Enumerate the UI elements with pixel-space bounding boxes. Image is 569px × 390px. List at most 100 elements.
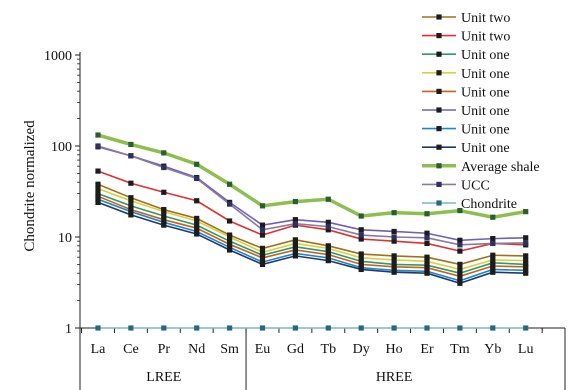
legend-label: Unit two [461, 30, 510, 45]
data-point [95, 168, 101, 174]
legend-item: Average shale [422, 160, 540, 175]
data-point [358, 236, 364, 242]
x-tick-label: Tm [450, 342, 470, 357]
data-point [490, 236, 496, 242]
data-point [424, 270, 430, 276]
data-point [227, 238, 233, 244]
data-point [490, 257, 496, 263]
series-9 [95, 143, 529, 248]
data-point [95, 196, 101, 202]
data-point [325, 219, 331, 225]
data-point [523, 325, 529, 331]
x-tick-label: Er [420, 342, 434, 357]
data-point [325, 255, 331, 261]
data-point [128, 195, 134, 201]
data-point [490, 325, 496, 331]
legend-label: Chondrite [461, 197, 517, 212]
x-tick-label: Tb [321, 342, 337, 357]
data-point [424, 235, 430, 241]
legend-label: Unit one [461, 85, 510, 100]
data-point [194, 222, 200, 228]
legend-swatch-marker [436, 107, 442, 113]
data-point [424, 230, 430, 236]
data-point [424, 254, 430, 260]
data-point [523, 270, 529, 276]
data-point [227, 241, 233, 247]
data-point [161, 325, 167, 331]
data-point [523, 240, 529, 246]
legend-label: UCC [461, 178, 490, 193]
data-point [391, 264, 397, 270]
legend-item: Unit one [422, 85, 510, 100]
data-point [358, 232, 364, 238]
data-point [259, 249, 266, 255]
data-point [457, 208, 463, 214]
legend-swatch-marker [436, 88, 442, 94]
x-tick-label: Eu [255, 342, 271, 357]
data-point [457, 270, 463, 276]
x-tick-label: Gd [287, 342, 304, 357]
data-point [391, 257, 397, 263]
legend-label: Unit one [461, 141, 510, 156]
data-point [259, 222, 266, 228]
y-axis: 1 10 100 1000 [44, 49, 81, 337]
data-point [457, 273, 463, 279]
data-point [194, 161, 200, 167]
data-point [128, 141, 134, 148]
data-point [194, 325, 200, 331]
data-point [391, 269, 397, 275]
data-point [95, 143, 101, 149]
data-point [259, 232, 266, 238]
group-label: HREE [376, 370, 413, 385]
legend-item: Unit one [422, 104, 510, 119]
data-point [424, 265, 430, 271]
data-point [325, 249, 331, 255]
data-point [292, 237, 298, 243]
data-point [95, 193, 101, 199]
data-point [523, 258, 529, 264]
data-point [194, 225, 200, 231]
data-point [457, 261, 463, 267]
x-tick-label: Yb [484, 342, 501, 357]
data-point [161, 213, 167, 219]
legend-item: Unit one [422, 67, 510, 82]
data-point [457, 266, 463, 273]
data-point [227, 181, 233, 187]
series-7 [95, 199, 529, 286]
series-line [97, 146, 526, 242]
data-point [358, 325, 364, 331]
x-tick-label: Lu [518, 342, 534, 357]
data-point [259, 255, 266, 261]
x-tick-label: Ce [123, 342, 139, 357]
data-point [325, 325, 331, 331]
legend-swatch-marker [436, 14, 442, 20]
legend-label: Unit one [461, 48, 510, 63]
legend-item: UCC [422, 178, 490, 193]
data-point [227, 325, 233, 331]
legend-label: Unit two [461, 11, 510, 26]
series-line [97, 170, 526, 252]
legend-swatch-marker [436, 200, 442, 206]
series-8 [95, 132, 529, 220]
data-point [292, 198, 298, 205]
data-point [292, 217, 298, 223]
data-point [95, 186, 101, 192]
legend-item: Unit one [422, 48, 510, 63]
data-point [523, 235, 529, 241]
data-point [128, 153, 134, 159]
x-axis: La Ce Pr Nd Sm Eu Gd Tb Dy Ho Er Tm Yb Lu LREE HREE [79, 327, 566, 390]
data-point [457, 242, 463, 248]
data-point [161, 189, 167, 195]
data-point [259, 261, 266, 267]
data-point [325, 224, 331, 230]
y-tick-label: 10 [58, 231, 72, 246]
data-point [194, 231, 200, 237]
data-point [490, 214, 496, 220]
data-point [292, 240, 298, 247]
data-point [490, 260, 496, 266]
legend-item: Unit two [422, 30, 510, 45]
data-point [95, 190, 101, 197]
data-point [391, 325, 397, 331]
legend-label: Unit one [461, 123, 510, 138]
data-point [358, 266, 364, 273]
